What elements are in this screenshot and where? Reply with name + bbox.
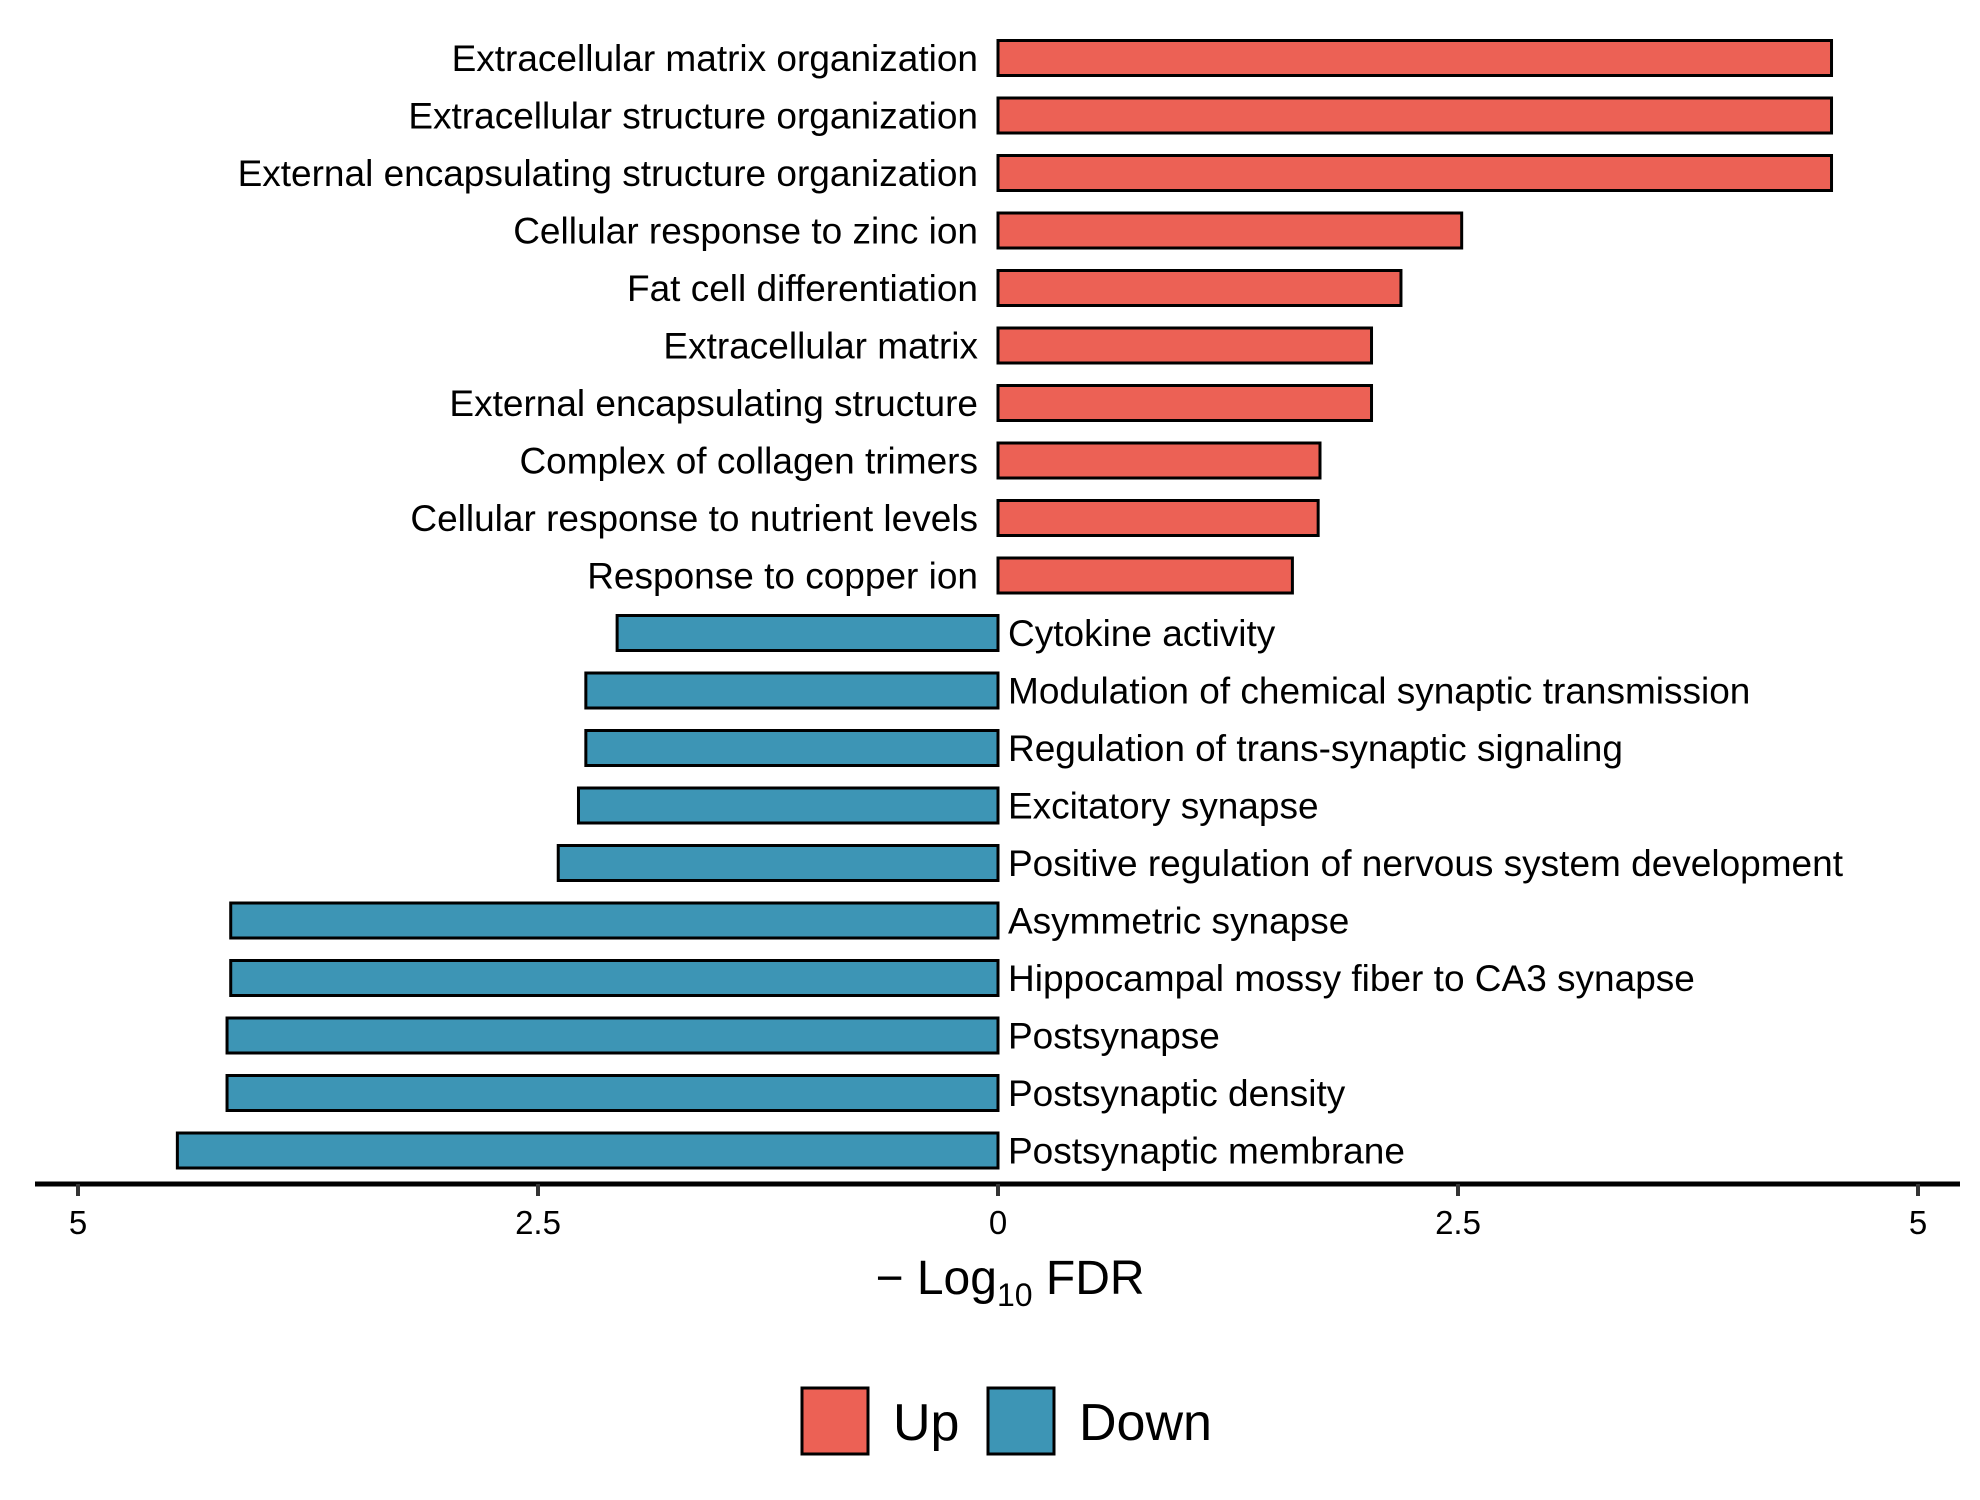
bar-down <box>556 844 1000 882</box>
x-tick-label: 5 <box>69 1204 87 1241</box>
x-axis-title: − Log10 FDR <box>875 1252 1144 1313</box>
bar-up <box>996 384 1374 422</box>
bar-up <box>996 269 1403 307</box>
bar-down <box>229 959 1000 997</box>
bar-label: Extracellular structure organization <box>408 96 978 137</box>
bar-down <box>225 1074 1000 1112</box>
bar-label: External encapsulating structure <box>449 383 978 424</box>
bar-label: Response to copper ion <box>587 556 978 597</box>
x-axis-title-prefix: − Log <box>875 1252 996 1305</box>
bar-down <box>229 901 1000 940</box>
bar-label: Cellular response to zinc ion <box>513 211 978 252</box>
bar-down <box>225 1016 1000 1055</box>
x-axis-title-subscript: 10 <box>997 1277 1033 1313</box>
bar-up <box>996 499 1320 537</box>
bar-up <box>996 96 1834 135</box>
legend-swatch-up <box>800 1386 870 1456</box>
bar-label: Complex of collagen trimers <box>519 441 978 482</box>
bar-up <box>996 154 1834 192</box>
bar-label: Modulation of chemical synaptic transmis… <box>1008 671 1750 712</box>
x-tick-label: 0 <box>989 1204 1007 1241</box>
bar-label: Postsynaptic membrane <box>1008 1131 1405 1172</box>
bar-label: Hippocampal mossy fiber to CA3 synapse <box>1008 958 1695 999</box>
legend: Up Down <box>800 1386 1212 1456</box>
bar-up <box>996 556 1294 595</box>
bar-up <box>996 211 1464 250</box>
bar-label: External encapsulating structure organiz… <box>238 153 978 194</box>
bar-down <box>576 786 1000 825</box>
x-tick-label: 5 <box>1909 1204 1927 1241</box>
bar-up <box>996 441 1322 480</box>
bar-label: Fat cell differentiation <box>627 268 978 309</box>
bar-up <box>996 39 1834 77</box>
bar-down <box>584 671 1000 710</box>
bar-label: Postsynaptic density <box>1008 1073 1346 1114</box>
bar-label: Positive regulation of nervous system de… <box>1008 843 1844 884</box>
x-axis-ticks: 5 2.5 0 2.5 5 <box>69 1184 1927 1241</box>
bar-label: Postsynapse <box>1008 1016 1220 1057</box>
bar-label: Cellular response to nutrient levels <box>410 498 978 539</box>
bar-down <box>175 1131 1000 1170</box>
legend-label-down: Down <box>1079 1394 1212 1452</box>
x-axis-title-suffix: FDR <box>1033 1252 1145 1305</box>
bar-down <box>584 729 1000 767</box>
x-tick-label: 2.5 <box>1435 1204 1481 1241</box>
term-labels-layer: Extracellular matrix organization Extrace… <box>238 38 1844 1172</box>
bar-down <box>615 614 1000 652</box>
bar-label: Asymmetric synapse <box>1008 901 1349 942</box>
x-tick-label: 2.5 <box>515 1204 561 1241</box>
bar-up <box>996 326 1374 365</box>
bar-label: Excitatory synapse <box>1008 786 1319 827</box>
bar-label: Extracellular matrix <box>663 326 978 367</box>
bar-label: Extracellular matrix organization <box>452 38 978 79</box>
legend-label-up: Up <box>893 1394 959 1452</box>
bar-label: Regulation of trans-synaptic signaling <box>1008 728 1623 769</box>
legend-swatch-down <box>986 1386 1056 1456</box>
bar-label: Cytokine activity <box>1008 613 1276 654</box>
bars-layer <box>175 39 1834 1170</box>
